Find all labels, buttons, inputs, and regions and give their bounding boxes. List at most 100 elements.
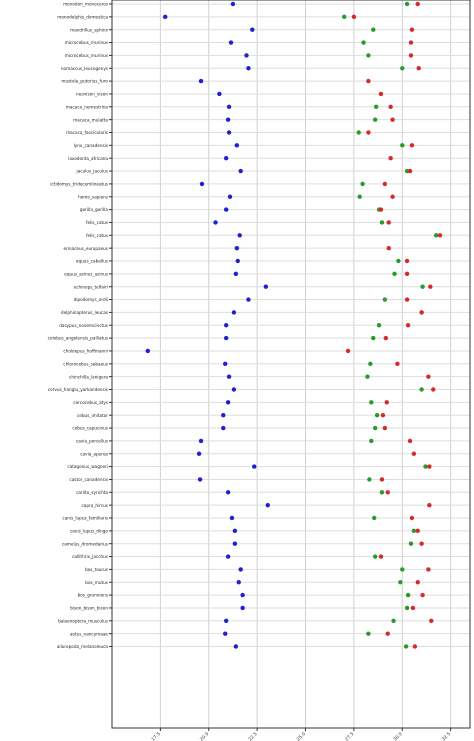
data-point [420,284,425,289]
data-point [227,194,233,199]
y-tick-label: choloepus_hoffmanni [63,349,108,354]
data-point [225,490,231,495]
data-point [423,464,428,469]
data-point [366,78,371,84]
data-point [221,425,226,431]
data-point [221,413,226,418]
data-point [391,618,396,623]
data-point [433,233,439,238]
data-point [404,271,410,277]
data-point [232,541,238,546]
data-point [366,631,371,636]
data-point [197,477,203,482]
plot-frame [111,0,471,729]
y-tick-label: bos_taurus [85,567,108,572]
data-point [223,323,229,328]
data-point [196,451,202,456]
data-point [392,271,397,277]
x-tick-labels: 17.5 20.0 22.5 25.0 27.5 30.0 32.5 [150,728,452,741]
data-point [419,541,424,546]
data-point [419,310,424,315]
data-point [403,644,409,649]
data-point [400,143,405,148]
data-point [415,580,420,585]
data-point [342,14,347,20]
data-point [244,53,249,58]
data-point [263,284,269,289]
data-point [345,348,351,354]
data-point [388,156,393,161]
data-point [234,143,240,148]
data-point [416,66,421,71]
data-point [405,592,411,598]
x-tick-label: 30.0 [392,731,403,741]
data-point [380,413,386,418]
data-point [429,618,434,623]
y-tick-label: cavia_aperea [80,451,108,456]
y-tick-label: ailuropoda_melanoleuca [57,644,109,649]
data-point [384,400,389,405]
x-tick-label: 32.5 [441,731,452,741]
data-point [409,515,415,521]
data-point [213,220,218,225]
y-tick-label: cercocebus_atys [73,400,108,405]
y-tick-label: neovison_vison [76,92,108,97]
data-point [405,323,411,328]
data-point [223,156,229,161]
data-point [411,528,417,534]
data-point [379,477,385,482]
y-tick-label: mustela_putorius_furo [61,79,108,84]
x-tick-label: 22.5 [247,731,258,741]
data-point [198,78,204,84]
y-tick-label: cavia_porcellus [76,439,108,444]
data-point [376,323,382,328]
data-point [408,40,414,45]
y-tick-label: microcebus_murinus [65,40,108,45]
data-point [233,271,239,277]
data-point [368,361,373,366]
y-tick-label: callithrix_jacchus [72,554,108,559]
data-point [426,567,431,572]
data-point [235,258,240,264]
data-point [382,181,388,187]
data-point [226,104,232,110]
x-tick-label: 17.5 [150,731,161,741]
y-tick-label: balaenoptera_musculus [58,618,108,623]
y-tick-label: bos_mutus [85,580,108,585]
data-point [237,233,242,238]
y-tick-label: loxodonta_africana [68,156,108,161]
data-point [409,143,415,148]
y-tick-label: macaca_nemestrina [66,104,109,109]
y-tick-label: jaculus_jaculus [76,169,108,174]
y-tick-label: canis_lupus_dingo [70,528,108,533]
data-point [226,374,232,379]
data-point [409,27,415,32]
y-tick-label: mandrillus_sphinx [70,27,108,32]
data-point [265,502,270,508]
data-point [408,541,414,546]
x-tick-label: 25.0 [296,731,307,741]
data-point [404,1,410,7]
y-tick-label: camelus_dromedarius [62,541,108,546]
data-point [385,490,390,495]
data-point [431,387,436,392]
data-point [407,168,413,174]
data-point [419,387,424,392]
data-point [420,592,425,598]
data-point [223,631,228,636]
data-point [365,374,370,379]
y-tick-label: microcebus_murinus [65,53,108,58]
data-point [246,297,251,302]
x-tick-label: 27.5 [344,731,355,741]
y-tick-label: ictidomys_tridecemlineatus [50,182,108,187]
y-tick-label: felis_catus [86,233,108,238]
data-point [230,1,236,7]
data-point [427,502,432,508]
y-tick-label: colobus_angolensis_palliatus [48,336,108,341]
data-point [390,117,395,122]
data-point [228,40,234,45]
data-point [351,14,357,20]
y-tick-label: equus_asinus_asinus [64,271,108,276]
y-tick-label: lynx_canadensis [74,143,108,148]
